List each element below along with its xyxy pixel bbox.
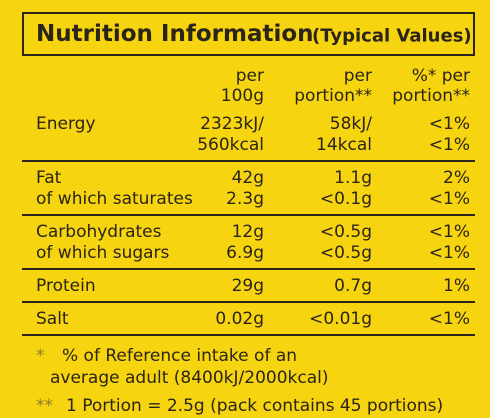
column-header: per: [235, 66, 264, 86]
row-label: Protein: [36, 276, 96, 296]
cell-value: 1.1g: [334, 168, 372, 188]
cell-value: 0.7g: [334, 276, 372, 296]
rule: [22, 268, 475, 270]
cell-value: <0.5g: [319, 222, 372, 242]
row-label: Salt: [36, 309, 69, 329]
cell-value: <1%: [428, 222, 470, 242]
cell-value: 42g: [231, 168, 264, 188]
column-header: 100g: [220, 86, 264, 106]
row-label: Carbohydrates: [36, 222, 162, 242]
cell-value: <0.5g: [319, 243, 372, 263]
cell-value: <1%: [428, 243, 470, 263]
cell-value: 12g: [231, 222, 264, 242]
title: Nutrition Information: [36, 21, 314, 47]
column-header: portion**: [392, 86, 470, 106]
row-label: of which saturates: [36, 189, 193, 209]
cell-value: 58kJ/: [329, 114, 372, 134]
row-label: Energy: [36, 114, 96, 134]
cell-value: 29g: [231, 276, 264, 296]
cell-value: <1%: [428, 114, 470, 134]
cell-value: <1%: [428, 309, 470, 329]
column-header: %* per: [411, 66, 470, 86]
cell-value: <1%: [428, 189, 470, 209]
cell-value: 560kcal: [197, 135, 264, 155]
cell-value: <0.1g: [319, 189, 372, 209]
rule: [22, 54, 475, 56]
footnote-text: 1 Portion = 2.5g (pack contains 45 porti…: [66, 396, 444, 416]
cell-value: 2.3g: [226, 189, 264, 209]
cell-value: 2323kJ/: [200, 114, 264, 134]
cell-value: 2%: [443, 168, 470, 188]
row-label: of which sugars: [36, 243, 170, 263]
rule: [22, 214, 475, 216]
row-label: Fat: [36, 168, 62, 188]
cell-value: 0.02g: [215, 309, 264, 329]
cell-value: 6.9g: [226, 243, 264, 263]
cell-value: 1%: [443, 276, 470, 296]
footnote-mark: **: [36, 396, 53, 416]
footnote-text: average adult (8400kJ/2000kcal): [50, 368, 329, 388]
footnote-text: % of Reference intake of an: [62, 346, 298, 366]
title-box: [22, 12, 475, 54]
rule: [22, 160, 475, 162]
rule: [22, 301, 475, 303]
cell-value: <0.01g: [309, 309, 372, 329]
subtitle: (Typical Values): [312, 25, 472, 47]
column-header: portion**: [294, 86, 372, 106]
cell-value: <1%: [428, 135, 470, 155]
rule: [22, 334, 475, 336]
cell-value: 14kcal: [316, 135, 372, 155]
column-header: per: [343, 66, 372, 86]
footnote-mark: *: [36, 346, 45, 366]
